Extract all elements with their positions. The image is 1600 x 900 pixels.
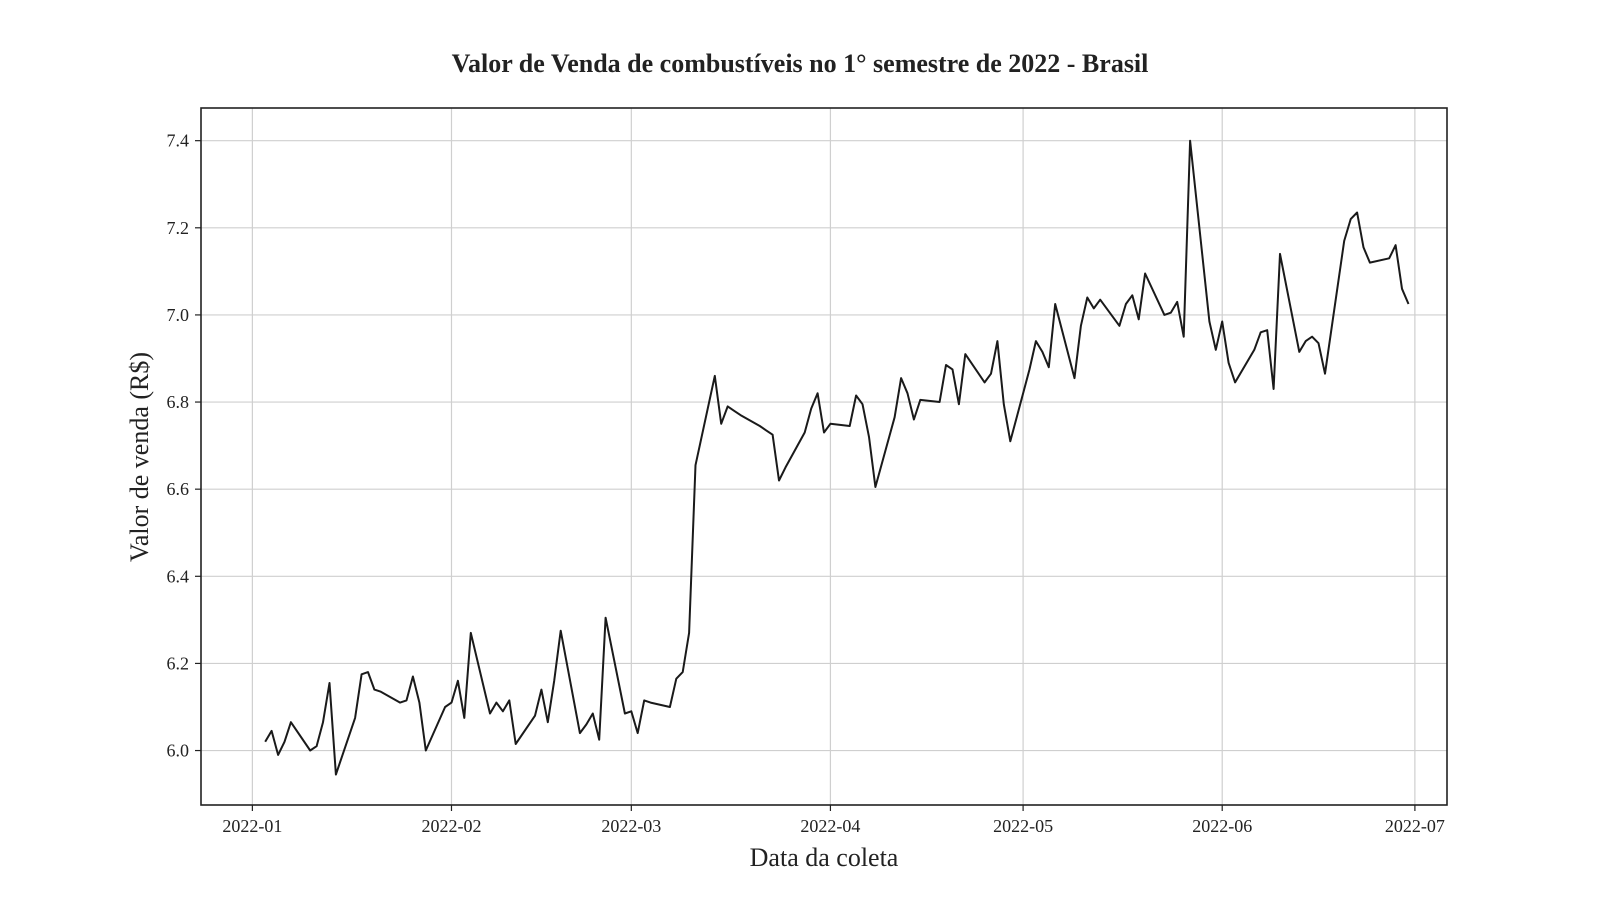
series-layer [264, 139, 1410, 776]
x-tick-label: 2022-01 [222, 816, 282, 836]
x-tick-label: 2022-06 [1192, 816, 1252, 836]
y-tick-label: 7.2 [167, 218, 190, 238]
y-tick-label: 6.4 [167, 566, 190, 586]
x-tick-label: 2022-03 [601, 816, 661, 836]
y-axis-label: Valor de venda (R$) [125, 352, 154, 562]
y-tick-label: 6.6 [167, 479, 190, 499]
y-tick-label: 6.0 [167, 741, 190, 761]
plot-frame [200, 107, 1448, 806]
y-tick-label: 6.2 [167, 653, 190, 673]
y-tick-label: 7.4 [167, 131, 190, 151]
grid-lines [201, 108, 1447, 805]
y-tick-label: 7.0 [167, 305, 190, 325]
x-tick-label: 2022-02 [421, 816, 481, 836]
y-tick-label: 6.8 [167, 392, 190, 412]
chart-title: Valor de Venda de combustíveis no 1° sem… [452, 49, 1149, 78]
x-tick-label: 2022-04 [800, 816, 860, 836]
axis-ticks: 2022-01 2022-02 2022-03 2022-04 2022-05 2022-… [167, 131, 1445, 836]
series-line [264, 139, 1410, 776]
x-tick-label: 2022-05 [993, 816, 1053, 836]
x-axis-label: Data da coleta [750, 843, 899, 872]
x-tick-label: 2022-07 [1385, 816, 1445, 836]
